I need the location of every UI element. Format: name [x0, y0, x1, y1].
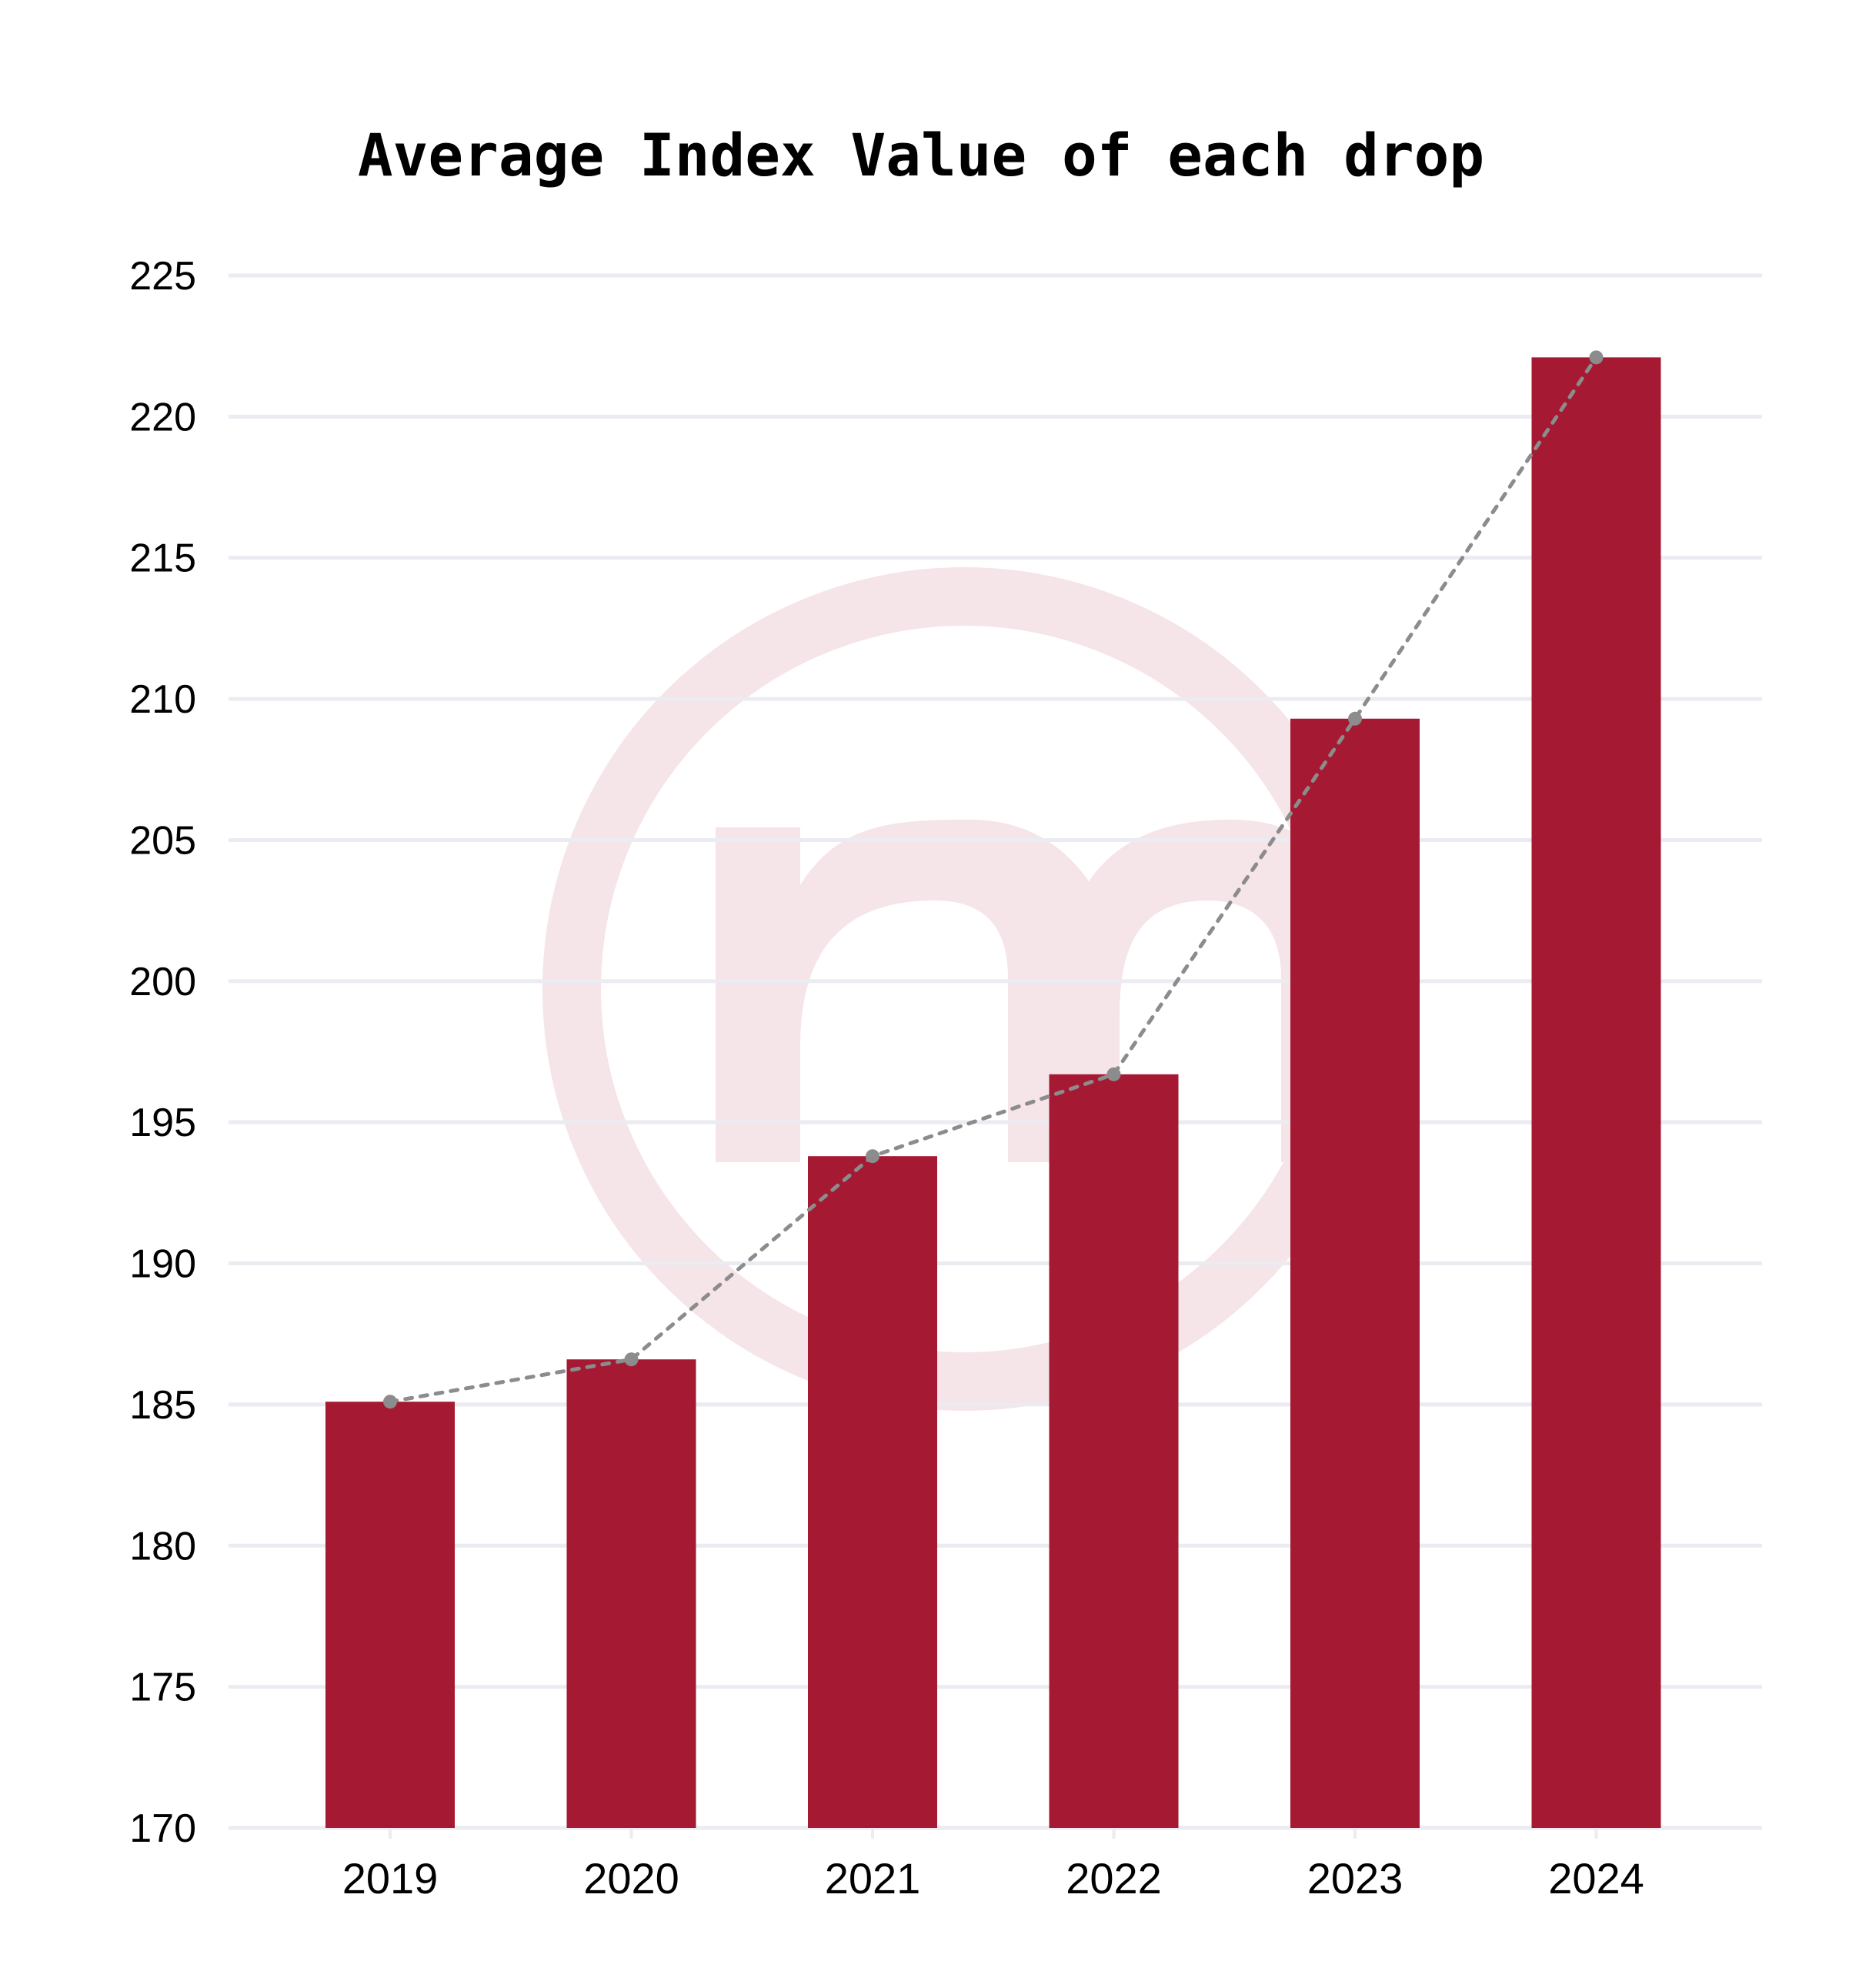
- x-tick-label: 2020: [583, 1854, 679, 1903]
- y-tick-label: 210: [129, 677, 196, 722]
- y-tick-label: 185: [129, 1383, 196, 1428]
- trend-line: [383, 350, 1604, 1409]
- y-axis-ticks: 170 175 180 185 190 195 200 205 210 215 220 225: [129, 254, 196, 1851]
- y-tick-label: 205: [129, 818, 196, 863]
- trend-line-path: [388, 355, 1598, 1404]
- x-tick-label: 2022: [1066, 1854, 1162, 1903]
- y-tick-label: 170: [129, 1806, 196, 1851]
- trend-point: [866, 1149, 879, 1164]
- bar: [566, 1359, 696, 1828]
- bar: [1049, 1074, 1179, 1828]
- trend-point: [1348, 711, 1362, 726]
- trend-point: [1106, 1067, 1121, 1081]
- x-axis-ticks: 2019 2020 2021 2022 2023 2024: [342, 1828, 1644, 1903]
- trend-point: [1589, 350, 1604, 365]
- y-tick-label: 175: [129, 1666, 196, 1710]
- x-tick-label: 2024: [1548, 1854, 1644, 1903]
- bar: [808, 1156, 937, 1828]
- y-tick-label: 215: [129, 536, 196, 581]
- y-tick-label: 220: [129, 395, 196, 439]
- y-tick-label: 225: [129, 254, 196, 299]
- x-tick-label: 2019: [342, 1854, 439, 1903]
- bar: [1531, 357, 1661, 1828]
- chart-title: Average Index Value of each drop: [358, 121, 1484, 189]
- gridlines: [229, 273, 1762, 1830]
- y-tick-label: 190: [129, 1242, 196, 1287]
- y-tick-label: 180: [129, 1524, 196, 1569]
- bar: [325, 1402, 455, 1828]
- y-tick-label: 195: [129, 1101, 196, 1145]
- x-tick-label: 2021: [825, 1854, 921, 1903]
- bar: [1290, 718, 1420, 1828]
- x-tick-label: 2023: [1307, 1854, 1403, 1903]
- trend-point: [383, 1395, 397, 1409]
- trend-point: [624, 1352, 639, 1367]
- y-tick-label: 200: [129, 960, 196, 1004]
- bars: [325, 357, 1661, 1828]
